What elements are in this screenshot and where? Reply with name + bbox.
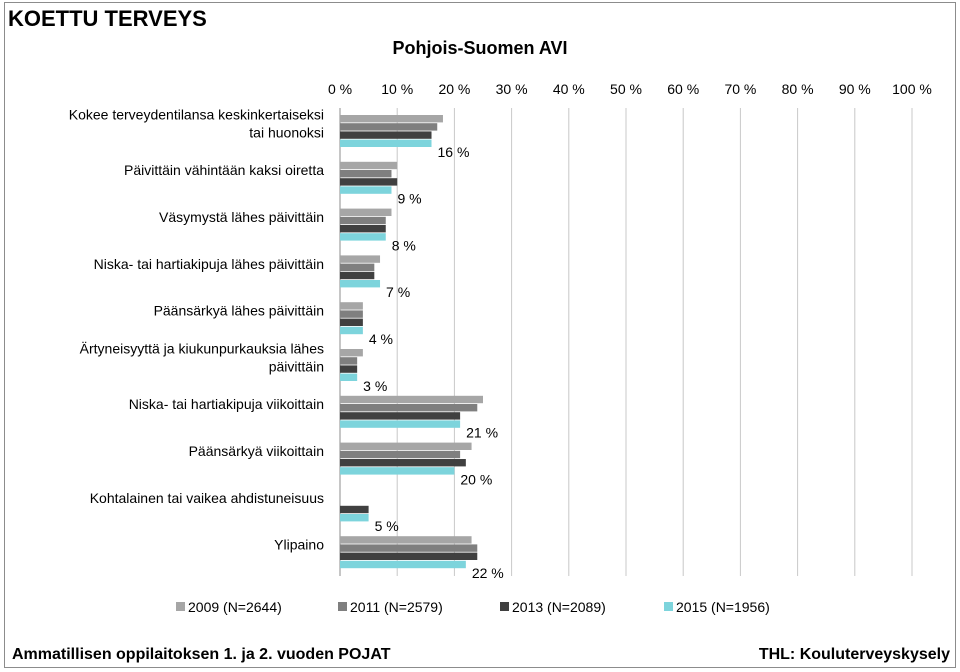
bar — [340, 208, 392, 216]
data-label: 20 % — [460, 471, 492, 487]
legend-label: 2013 (N=2089) — [512, 599, 606, 615]
bar — [340, 349, 363, 357]
bar — [340, 255, 381, 263]
x-tick-label: 20 % — [438, 81, 470, 97]
bar — [340, 412, 461, 420]
chart-title: Pohjois-Suomen AVI — [392, 38, 568, 58]
bar — [340, 420, 461, 428]
category-label: Päänsärkyä viikoittain — [189, 443, 324, 459]
bar — [340, 161, 398, 170]
x-tick-label: 0 % — [328, 81, 352, 97]
x-tick-label: 10 % — [381, 81, 413, 97]
data-label: 16 % — [438, 144, 470, 160]
data-label: 5 % — [375, 518, 399, 534]
bar — [340, 395, 483, 404]
data-label: 3 % — [363, 378, 387, 394]
category-label: Päivittäin vähintään kaksi oiretta — [124, 162, 324, 178]
x-tick-label: 70 % — [724, 81, 756, 97]
bar — [340, 302, 363, 310]
legend-label: 2009 (N=2644) — [188, 599, 282, 615]
bar — [340, 560, 466, 569]
bar — [340, 170, 392, 178]
category-label: Kokee terveydentilansa keskinkertaiseksi — [69, 106, 324, 122]
category-label: Ylipaino — [274, 537, 324, 553]
legend-label: 2011 (N=2579) — [350, 599, 443, 615]
bar — [340, 544, 478, 552]
footer-right: THL: Kouluterveyskysely — [758, 646, 950, 663]
data-label: 22 % — [472, 565, 504, 581]
bar — [340, 365, 358, 373]
bar — [340, 178, 398, 186]
bar — [340, 450, 461, 459]
bar — [340, 310, 363, 318]
category-label: päivittäin — [269, 358, 324, 374]
bar — [340, 459, 466, 467]
x-tick-label: 80 % — [782, 81, 814, 97]
data-label: 8 % — [392, 237, 416, 253]
bar — [340, 233, 386, 241]
bar — [340, 442, 472, 450]
bar — [340, 123, 438, 131]
x-tick-label: 50 % — [610, 81, 642, 97]
data-label: 9 % — [397, 191, 421, 207]
category-label: Päänsärkyä lähes päivittäin — [154, 303, 324, 319]
x-tick-label: 60 % — [667, 81, 699, 97]
bar — [340, 318, 363, 326]
bar — [340, 280, 381, 288]
category-label: Niska- tai hartiakipuja lähes päivittäin — [94, 256, 324, 272]
page-title: KOETTU TERVEYS — [8, 6, 207, 31]
bar — [340, 139, 432, 147]
category-label: Väsymystä lähes päivittäin — [159, 209, 324, 225]
category-label: Kohtalainen tai vaikea ahdistuneisuus — [90, 490, 324, 506]
legend-swatch — [338, 602, 347, 611]
bar — [340, 131, 432, 139]
bar — [340, 115, 443, 123]
bar — [340, 552, 478, 560]
legend-swatch — [176, 602, 185, 611]
bar — [340, 505, 369, 514]
x-tick-label: 90 % — [839, 81, 871, 97]
chart-frame — [4, 2, 956, 668]
bar — [340, 271, 375, 280]
legend-swatch — [500, 602, 509, 611]
bar — [340, 263, 375, 271]
bar — [340, 373, 358, 381]
bar — [340, 536, 472, 544]
x-tick-label: 30 % — [496, 81, 528, 97]
bar — [340, 326, 363, 335]
bar — [340, 216, 386, 225]
data-label: 4 % — [369, 331, 393, 347]
data-label: 7 % — [386, 284, 410, 300]
bar — [340, 514, 369, 522]
bar — [340, 186, 392, 194]
footer-left: Ammatillisen oppilaitoksen 1. ja 2. vuod… — [12, 646, 391, 663]
bar — [340, 467, 455, 475]
bar — [340, 357, 358, 365]
bar — [340, 404, 478, 412]
category-label: tai huonoksi — [249, 124, 324, 140]
x-tick-label: 40 % — [553, 81, 585, 97]
category-label: Niska- tai hartiakipuja viikoittain — [129, 396, 324, 412]
legend-label: 2015 (N=1956) — [676, 599, 770, 615]
legend-swatch — [664, 602, 673, 611]
x-tick-label: 100 % — [892, 81, 932, 97]
category-label: Ärtyneisyyttä ja kiukunpurkauksia lähes — [80, 340, 324, 356]
bar — [340, 225, 386, 233]
data-label: 21 % — [466, 425, 498, 441]
